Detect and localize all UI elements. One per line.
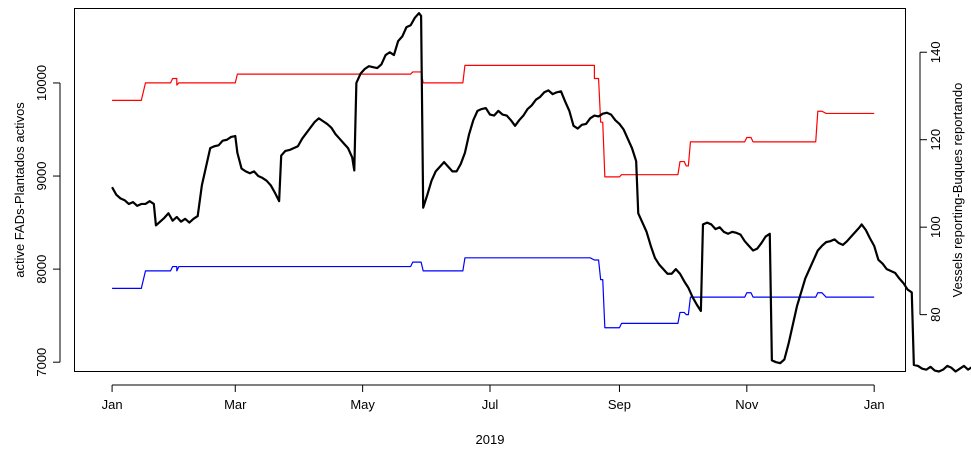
y-right-tick-label: 140 (928, 41, 943, 63)
y-right-tick-label: 120 (928, 129, 943, 151)
x-tick-label: Jan (864, 397, 885, 412)
y-left-tick-label: 10000 (34, 65, 49, 101)
x-tick-label: Sep (608, 397, 631, 412)
x-tick-label: Jan (102, 397, 123, 412)
x-tick-label: Jul (482, 397, 499, 412)
y-axis-left-label: active FADs-Plantados activos (12, 102, 27, 278)
y-axis-right-label: Vessels reporting-Buques reportando (950, 83, 965, 298)
x-tick-label: May (350, 397, 375, 412)
x-axis-label: 2019 (476, 432, 505, 447)
y-axis-left: 7000 8000 9000 10000 (34, 65, 61, 377)
y-axis-right: 80 100 120 140 (919, 41, 943, 322)
y-left-tick-label: 8000 (34, 255, 49, 284)
x-axis: Jan Mar May Jul Sep Nov Jan (102, 384, 885, 412)
series-layer (111, 12, 971, 373)
vessels-red-line (112, 64, 875, 178)
x-tick-label: Nov (735, 397, 759, 412)
vessels-blue-line (112, 257, 875, 329)
x-tick-label: Mar (224, 397, 247, 412)
plot-frame (74, 8, 906, 372)
y-left-tick-label: 7000 (34, 348, 49, 377)
fads-line (111, 12, 971, 373)
y-right-tick-label: 100 (928, 216, 943, 238)
y-left-tick-label: 9000 (34, 162, 49, 191)
y-right-tick-label: 80 (928, 307, 943, 321)
